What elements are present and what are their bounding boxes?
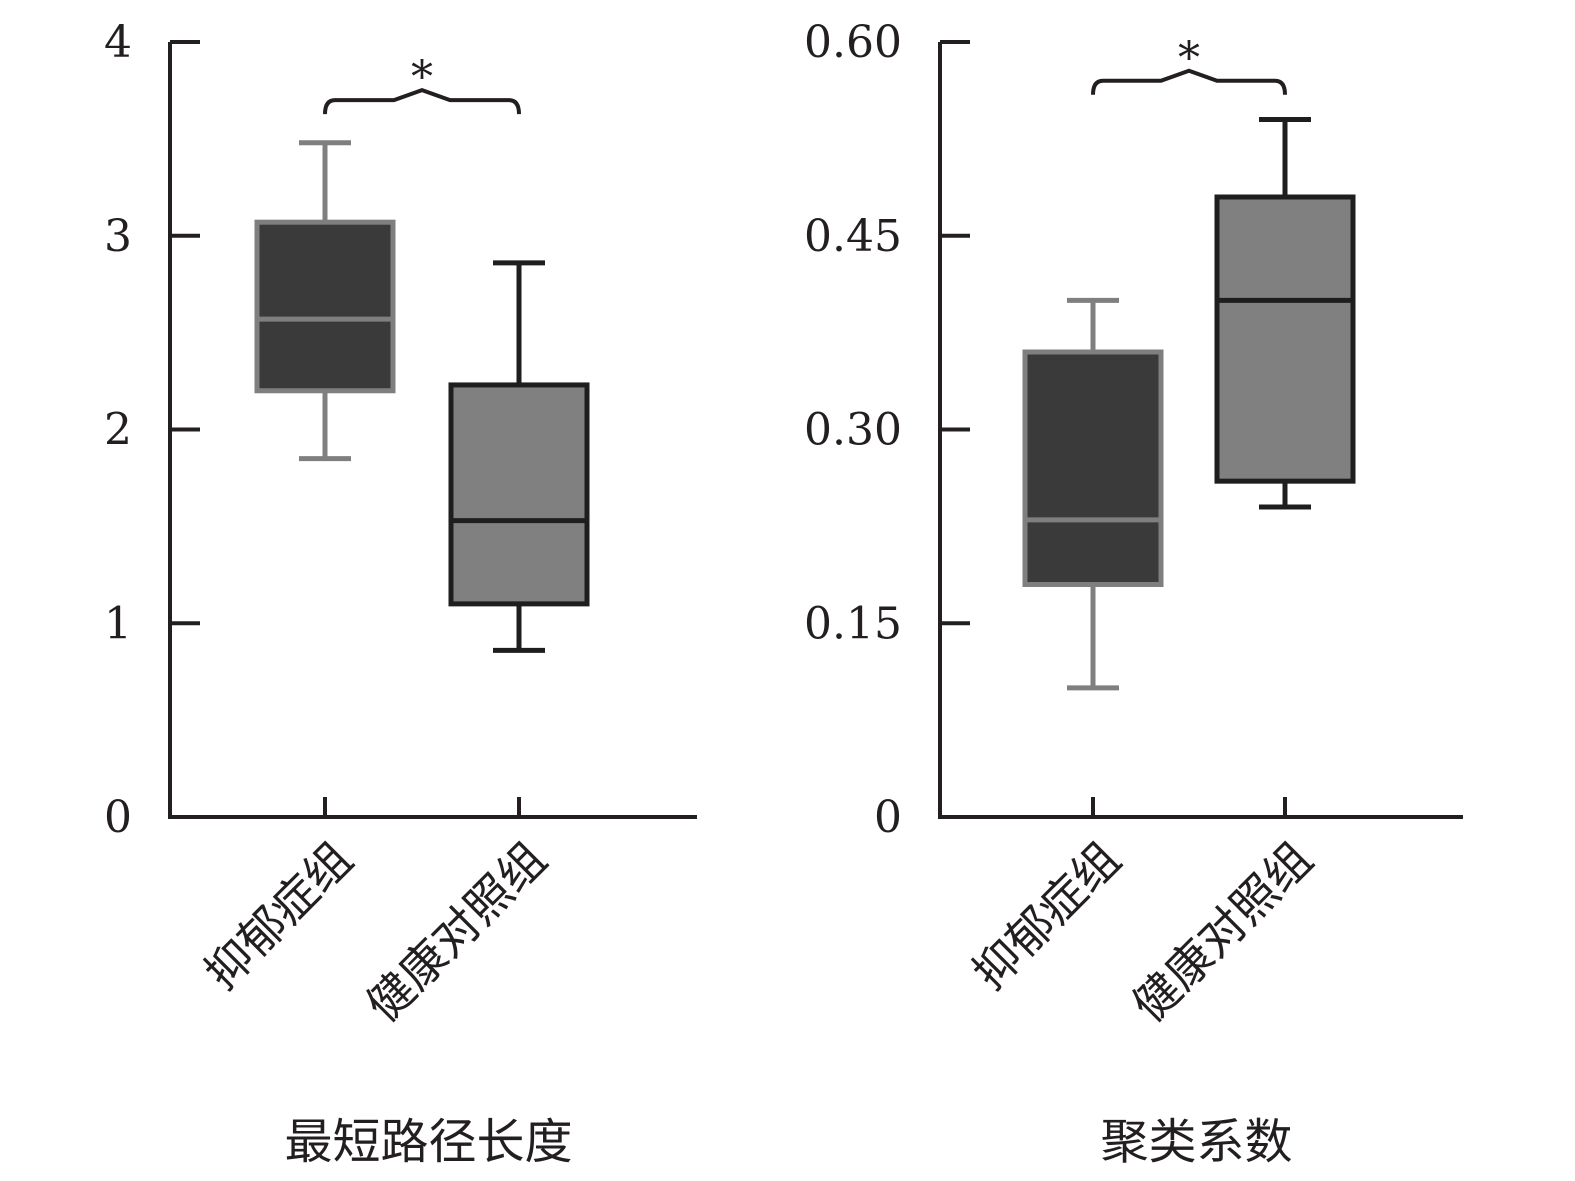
y-tick-label: 0 bbox=[874, 792, 902, 843]
box-depression bbox=[254, 140, 396, 462]
box-control bbox=[1214, 117, 1356, 510]
x-axis-title: 聚类系数 bbox=[1100, 1114, 1292, 1170]
x-category-label: 健康对照组 bbox=[1122, 832, 1323, 1033]
y-tick-label: 3 bbox=[104, 211, 132, 262]
significance-bracket bbox=[323, 88, 521, 115]
box-depression bbox=[1022, 297, 1164, 691]
y-tick-label: 1 bbox=[104, 598, 132, 649]
box-iqr bbox=[1022, 349, 1164, 587]
box-control bbox=[448, 260, 590, 653]
box-iqr bbox=[254, 219, 396, 394]
x-axis-title: 最短路径长度 bbox=[284, 1114, 572, 1170]
x-category-label: 健康对照组 bbox=[356, 832, 557, 1033]
y-tick-label: 0.60 bbox=[804, 17, 902, 68]
significance-star: * bbox=[1178, 33, 1200, 84]
significance-star: * bbox=[411, 52, 433, 103]
y-tick-label: 4 bbox=[104, 17, 132, 68]
box-iqr bbox=[1214, 194, 1356, 484]
x-category-label: 抑郁症组 bbox=[962, 832, 1130, 1000]
y-tick-label: 0.45 bbox=[804, 211, 902, 262]
box-iqr bbox=[448, 382, 590, 607]
y-tick-label: 0 bbox=[104, 792, 132, 843]
y-tick-label: 2 bbox=[104, 405, 132, 456]
y-tick-label: 0.15 bbox=[804, 598, 902, 649]
x-category-label: 抑郁症组 bbox=[194, 832, 362, 1000]
significance-bracket bbox=[1091, 68, 1287, 95]
y-tick-label: 0.30 bbox=[804, 405, 902, 456]
